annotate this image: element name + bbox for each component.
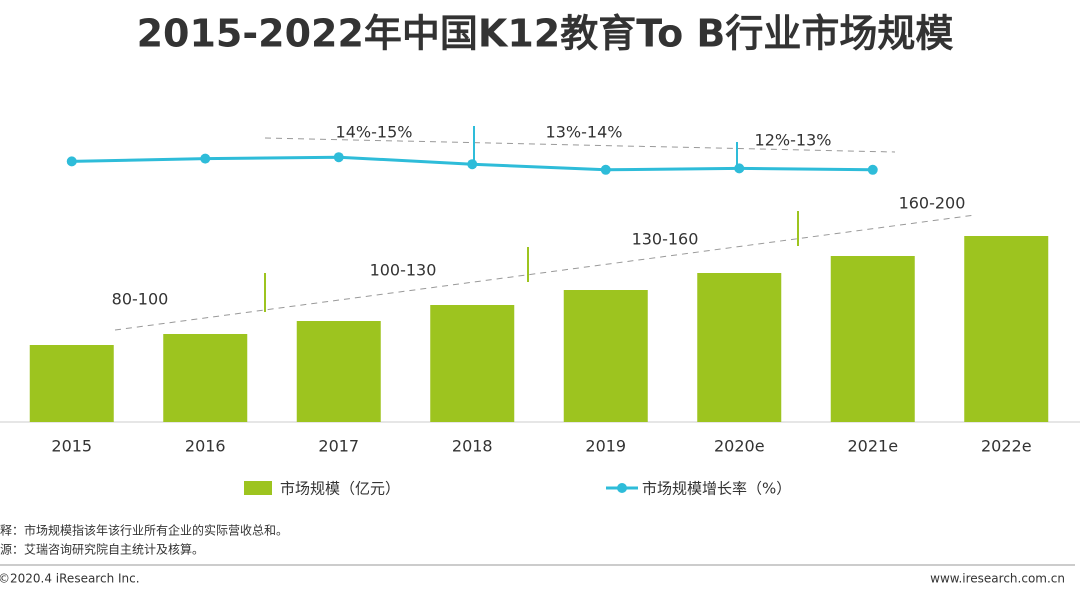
line-point	[200, 153, 211, 164]
bar	[163, 334, 248, 422]
legend-swatch	[617, 483, 627, 493]
x-tick-label: 2019	[585, 437, 626, 456]
legend-label: 市场规模（亿元）	[280, 480, 400, 498]
line-point	[467, 159, 478, 170]
line-point	[734, 163, 745, 174]
footer-left: ©2020.4 iResearch Inc.	[0, 572, 140, 586]
bar	[830, 256, 915, 422]
bar	[563, 290, 648, 422]
note: 注释：市场规模指该年该行业所有企业的实际营收总和。	[0, 523, 288, 538]
legend-label: 市场规模增长率（%）	[642, 480, 791, 498]
line-point	[867, 164, 878, 175]
bar	[296, 321, 381, 422]
annotation: 13%-14%	[546, 123, 623, 142]
annotation: 80-100	[112, 290, 169, 309]
annotation: 160-200	[899, 194, 966, 213]
x-tick-label: 2018	[452, 437, 493, 456]
trend-line	[114, 214, 976, 331]
x-tick-label: 2021e	[847, 437, 898, 456]
x-tick-label: 2022e	[981, 437, 1032, 456]
x-tick-label: 2015	[51, 437, 92, 456]
annotation: 14%-15%	[336, 123, 413, 142]
annotation: 130-160	[632, 230, 699, 249]
footer-right: www.iresearch.com.cn	[930, 572, 1065, 586]
annotation: 12%-13%	[755, 131, 832, 150]
legend-swatch	[244, 481, 272, 495]
annotation: 100-130	[370, 261, 437, 280]
chart-title: 2015-2022年中国K12教育To B行业市场规模	[137, 12, 954, 56]
line-point	[333, 152, 344, 163]
x-tick-label: 2017	[318, 437, 359, 456]
x-tick-label: 2016	[185, 437, 226, 456]
x-tick-label: 2020e	[714, 437, 765, 456]
note: 来源：艾瑞咨询研究院自主统计及核算。	[0, 542, 204, 557]
bar	[964, 236, 1049, 422]
line-point	[66, 156, 77, 167]
line-point	[600, 164, 611, 175]
bar	[430, 305, 515, 422]
bar	[29, 345, 114, 422]
bar	[697, 273, 782, 422]
